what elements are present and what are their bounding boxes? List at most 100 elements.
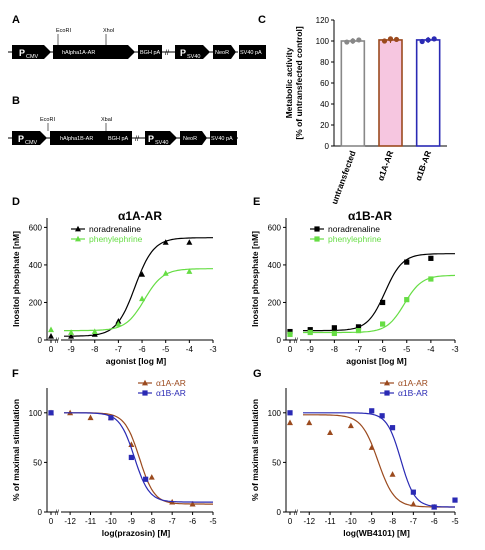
chart-d-point-phenylephrine <box>115 320 122 327</box>
chart-d-x-tick-label: -9 <box>68 345 76 354</box>
c-y-label-2: [% of untransfected control] <box>294 26 304 140</box>
chart-d-y-label: Inositol phosphate [nM] <box>11 231 21 327</box>
chart-d-x-tick-label: -8 <box>91 345 99 354</box>
c-y-tick-label: 60 <box>320 79 329 88</box>
svg-text:P: P <box>148 134 154 144</box>
chart-d-point-noradrenaline <box>68 333 75 339</box>
chart-g-x-tick-label: -12 <box>303 517 315 526</box>
chart-g-point-1b-ar <box>379 413 385 419</box>
chart-g-x-tick-label: -8 <box>389 517 397 526</box>
svg-text:SV40: SV40 <box>187 54 200 60</box>
panel-b-bgh-pa <box>106 131 132 145</box>
chart-f-point-1b-ar <box>108 415 114 421</box>
chart-d-letter: D <box>12 196 20 208</box>
chart-g-point-1a-ar <box>410 500 417 507</box>
svg-text:P: P <box>18 134 24 144</box>
chart-c: C 0 20 40 60 80 100 120 Metabolic activity [% of … <box>258 14 447 206</box>
chart-f-x-tick-label: -10 <box>105 517 117 526</box>
svg-text:SV40: SV40 <box>155 140 168 146</box>
chart-f-point-1a-ar <box>189 500 196 507</box>
c-category-1b-ar: α1B-AR <box>413 149 433 182</box>
chart-f-y-tick-label: 0 <box>38 508 43 517</box>
chart-e-point-phenylephrine <box>355 328 362 334</box>
panel-b-cmv-promoter <box>12 131 47 145</box>
svg-text:hAlpha1B-AR: hAlpha1B-AR <box>60 136 93 142</box>
c-y-tick-label: 120 <box>316 16 330 25</box>
chart-d-legend-phenylephrine: phenylephrine <box>89 234 143 244</box>
panel-b-site-xbai: XbaI <box>101 117 113 123</box>
chart-g-axis-break-mark: // <box>294 510 298 517</box>
chart-g-y-label: % of maximal stimulation <box>250 399 260 501</box>
chart-f-axis-break-mark: // <box>55 510 59 517</box>
chart-d-y-tick-label: 200 <box>29 298 43 307</box>
svg-text:BGH pA: BGH pA <box>140 50 161 56</box>
chart-e-point-noradrenaline <box>307 327 313 333</box>
chart-g-fit-1a-ar <box>303 414 455 508</box>
panel-a-letter: A <box>12 14 20 26</box>
svg-text://: // <box>165 50 169 57</box>
panel-b-sv40-promoter <box>145 131 177 145</box>
chart-e-fit-noradrenaline <box>303 253 455 332</box>
chart-g-point-1a-ar <box>389 471 396 477</box>
svg-text:SV40 pA: SV40 pA <box>211 136 233 142</box>
svg-text:BGH pA: BGH pA <box>108 136 129 142</box>
chart-d-point-phenylephrine <box>91 328 98 334</box>
chart-d-fit-phenylephrine <box>64 268 213 332</box>
chart-g-point-1b-ar <box>410 489 416 495</box>
chart-g-legend-marker-1b-ar <box>384 390 390 396</box>
chart-d-y-tick-label: 0 <box>38 336 43 345</box>
svg-text:NeoR: NeoR <box>183 136 197 142</box>
chart-f-point-1a-ar <box>148 474 155 480</box>
chart-d-point-noradrenaline <box>91 331 98 337</box>
chart-e-point-noradrenaline <box>380 299 386 306</box>
chart-f-point-1b-ar <box>48 410 54 416</box>
c-point <box>381 38 388 44</box>
chart-e-axis-break-mark: // <box>294 338 298 345</box>
panel-a-site-xhoi: XhoI <box>103 28 115 34</box>
chart-e-point-phenylephrine <box>428 276 434 282</box>
chart-e-x-tick-label: -8 <box>331 345 339 354</box>
chart-e-legend-phenylephrine: phenylephrine <box>328 234 382 244</box>
svg-text:SV40 pA: SV40 pA <box>240 50 262 56</box>
chart-g-x-tick-label: -5 <box>451 517 459 526</box>
chart-f-y-tick-label: 50 <box>33 458 42 467</box>
chart-d-x-tick-label: -6 <box>138 345 146 354</box>
c-point <box>344 39 350 45</box>
svg-text:hAlpha1A-AR: hAlpha1A-AR <box>62 50 95 56</box>
chart-g-point-1a-ar <box>327 429 334 436</box>
c-bar-1a-ar <box>378 39 403 147</box>
chart-f-x-tick-label: -6 <box>189 517 197 526</box>
chart-e-point-noradrenaline <box>355 324 362 330</box>
chart-e-point-phenylephrine <box>380 321 386 327</box>
chart-f-fit-1b-ar <box>64 412 213 503</box>
chart-f-x-tick-label: -7 <box>169 517 177 526</box>
svg-text:P: P <box>19 48 25 58</box>
chart-g-point-1b-ar <box>431 504 437 510</box>
chart-d-x-label: agonist [log M] <box>106 356 167 366</box>
c-y-label: Metabolic activity <box>284 47 294 118</box>
chart-g-legend-1a-ar: α1A-AR <box>398 378 428 388</box>
c-y-tick-label: 100 <box>316 37 330 46</box>
chart-g-legend-1b-ar: α1B-AR <box>398 388 428 398</box>
c-point <box>356 37 362 43</box>
chart-e-x-tick-label: -4 <box>427 345 435 354</box>
chart-g-x-tick-label: -11 <box>325 517 337 526</box>
chart-g-point-1a-ar <box>368 444 375 450</box>
chart-e-point-noradrenaline <box>287 328 293 335</box>
chart-g-y-tick-label: 0 <box>277 508 282 517</box>
c-point <box>393 36 400 43</box>
panel-a-site-ecori: EcoRI <box>56 28 71 34</box>
chart-e-legend-marker-phenylephrine <box>314 236 320 242</box>
chart-g-fit-1b-ar <box>303 412 455 508</box>
chart-e-y-tick-label: 400 <box>268 261 282 270</box>
chart-g-letter: G <box>253 368 262 380</box>
chart-f-y-tick-label: 100 <box>29 409 43 418</box>
c-point <box>419 38 425 45</box>
panel-a-bgh-pa <box>138 45 162 59</box>
chart-g-x-tick-label: 0 <box>288 517 293 526</box>
c-category-untransfected: untransfected <box>329 149 358 205</box>
